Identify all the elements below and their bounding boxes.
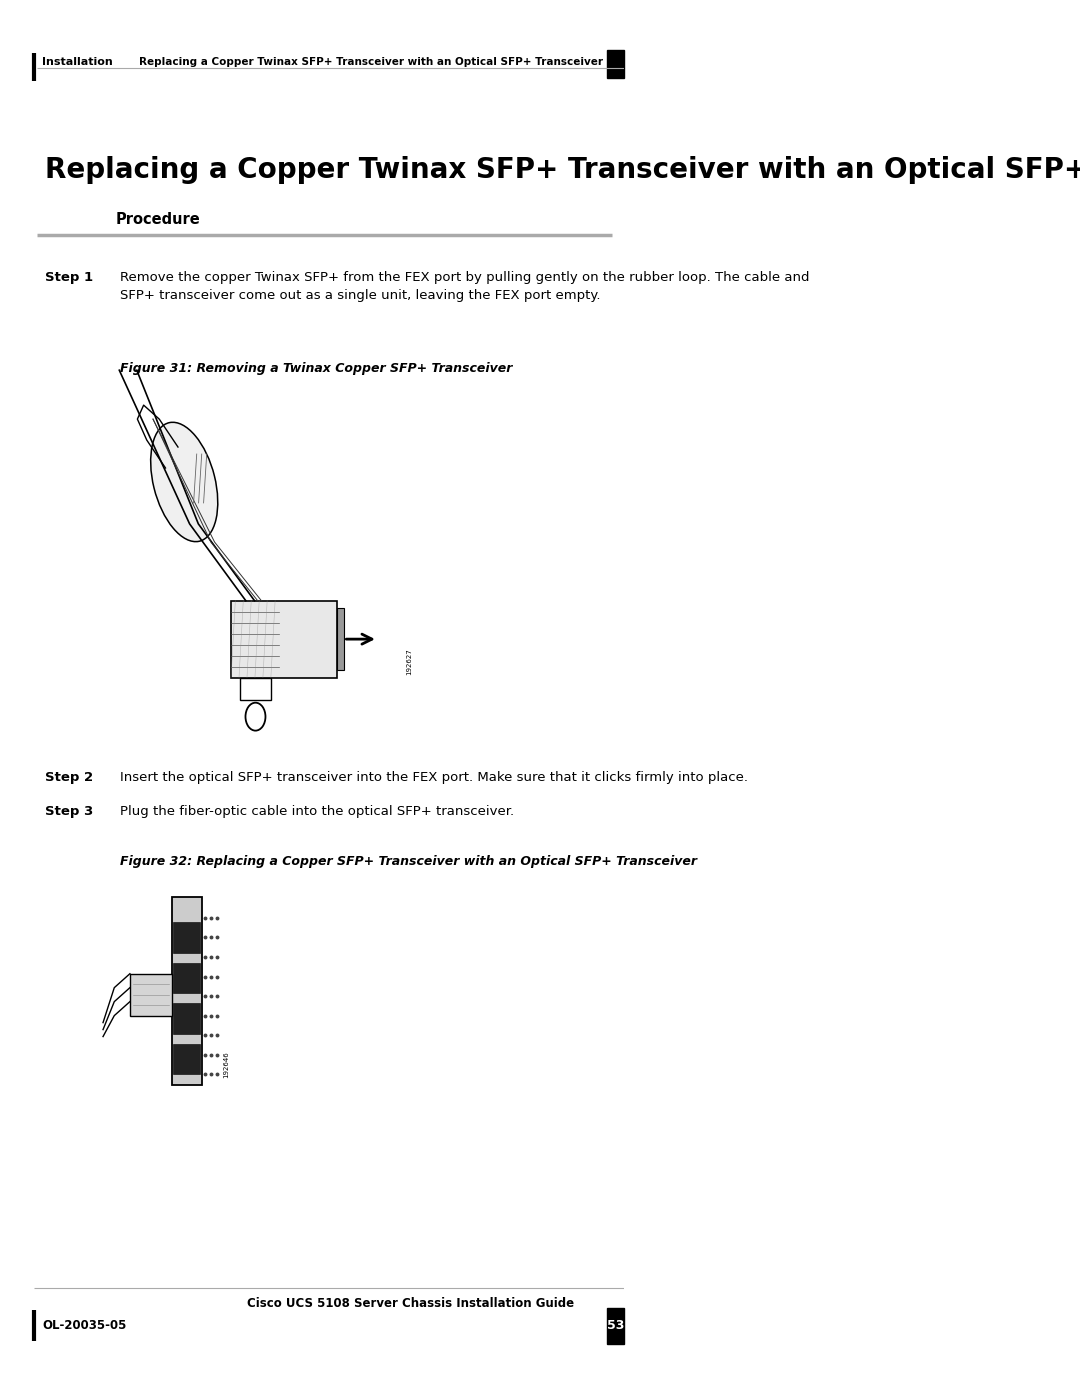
Bar (231, 601, 337, 678)
Bar (337, 609, 343, 671)
Text: Step 2: Step 2 (45, 771, 93, 784)
Bar (173, 1044, 201, 1074)
Text: Cisco UCS 5108 Server Chassis Installation Guide: Cisco UCS 5108 Server Chassis Installati… (247, 1298, 575, 1310)
Bar (173, 922, 201, 953)
Text: OL-20035-05: OL-20035-05 (42, 1319, 126, 1333)
Text: Insert the optical SFP+ transceiver into the FEX port. Make sure that it clicks : Insert the optical SFP+ transceiver into… (120, 771, 748, 784)
Text: Figure 31: Removing a Twinax Copper SFP+ Transceiver: Figure 31: Removing a Twinax Copper SFP+… (120, 362, 512, 374)
Bar (607, 1308, 624, 1344)
Text: Step 1: Step 1 (45, 271, 93, 284)
Text: Remove the copper Twinax SFP+ from the FEX port by pulling gently on the rubber : Remove the copper Twinax SFP+ from the F… (120, 271, 809, 302)
Text: Figure 32: Replacing a Copper SFP+ Transceiver with an Optical SFP+ Transceiver: Figure 32: Replacing a Copper SFP+ Trans… (120, 855, 697, 868)
Text: Step 3: Step 3 (45, 805, 93, 817)
Bar (173, 1003, 201, 1034)
Text: Replacing a Copper Twinax SFP+ Transceiver with an Optical SFP+ Transceiver: Replacing a Copper Twinax SFP+ Transceiv… (138, 57, 603, 67)
Text: 192646: 192646 (224, 1052, 230, 1078)
Bar (173, 963, 201, 993)
Bar (607, 50, 624, 78)
Text: Replacing a Copper Twinax SFP+ Transceiver with an Optical SFP+ Transceiver: Replacing a Copper Twinax SFP+ Transceiv… (45, 156, 1080, 184)
Text: Procedure: Procedure (116, 212, 200, 228)
Text: Plug the fiber-optic cable into the optical SFP+ transceiver.: Plug the fiber-optic cable into the opti… (120, 805, 514, 817)
Text: 53: 53 (607, 1319, 624, 1333)
Text: 192627: 192627 (406, 648, 413, 675)
Bar (130, 974, 173, 1016)
Ellipse shape (151, 422, 218, 542)
Text: Installation: Installation (42, 57, 113, 67)
Bar (172, 897, 202, 1085)
